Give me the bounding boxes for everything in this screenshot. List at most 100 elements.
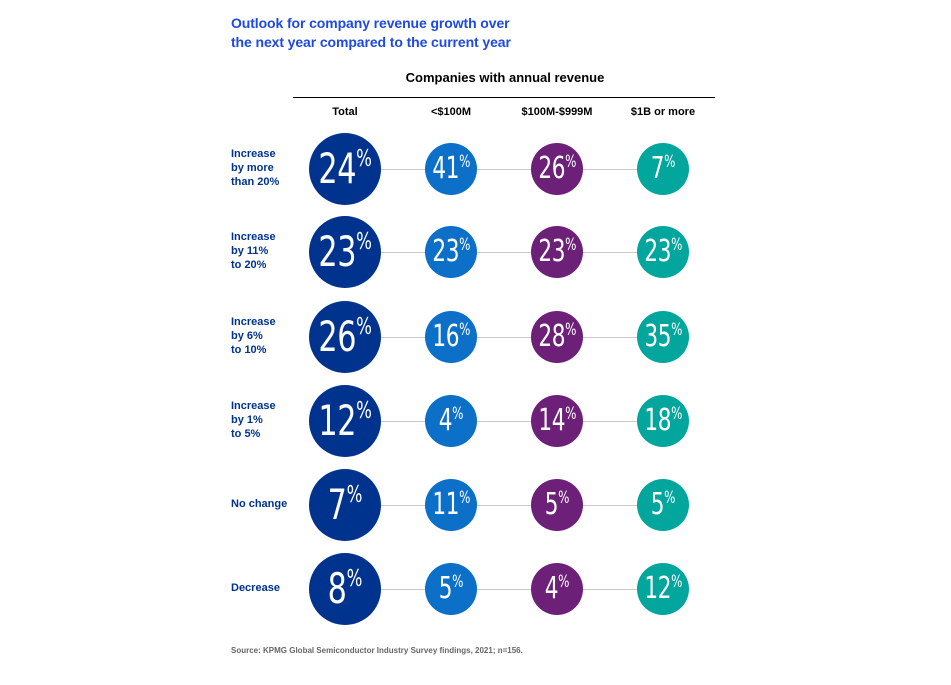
value-number: 16 bbox=[432, 319, 459, 354]
percent-sign: % bbox=[558, 572, 570, 592]
value-number: 5 bbox=[544, 487, 559, 522]
row-label-line: Decrease bbox=[231, 582, 280, 594]
value-bubble-under-100m: 41% bbox=[425, 143, 477, 195]
row-label-line: to 5% bbox=[231, 428, 261, 440]
value-bubble-1b-or-more: 23% bbox=[637, 226, 689, 278]
row-label: Decrease bbox=[231, 581, 311, 595]
value-number: 18 bbox=[644, 403, 671, 438]
value-number: 41 bbox=[432, 151, 459, 186]
percent-sign: % bbox=[356, 229, 372, 256]
percent-sign: % bbox=[356, 314, 372, 341]
value-number: 4 bbox=[438, 403, 453, 438]
row-connector-line bbox=[345, 252, 663, 253]
value-label: 35% bbox=[644, 322, 682, 352]
row-connector-line bbox=[345, 421, 663, 422]
row-label-line: by 6% bbox=[231, 330, 263, 342]
value-number: 24 bbox=[318, 144, 357, 193]
value-bubble-total: 8% bbox=[309, 553, 381, 625]
value-number: 28 bbox=[538, 319, 565, 354]
value-label: 12% bbox=[318, 396, 372, 445]
value-number: 23 bbox=[318, 227, 357, 276]
value-number: 26 bbox=[538, 151, 565, 186]
value-number: 26 bbox=[318, 312, 357, 361]
value-bubble-1b-or-more: 7% bbox=[637, 143, 689, 195]
value-label: 23% bbox=[318, 227, 372, 276]
column-header-1b-or-more: $1B or more bbox=[630, 106, 696, 118]
row-connector-line bbox=[345, 337, 663, 338]
value-number: 23 bbox=[432, 234, 459, 269]
value-number: 5 bbox=[650, 487, 665, 522]
percent-sign: % bbox=[558, 488, 570, 508]
column-header-under-100m: <$100M bbox=[430, 106, 472, 118]
row-label: Increase by 11% to 20% bbox=[231, 230, 311, 272]
value-label: 4% bbox=[544, 571, 570, 606]
percent-sign: % bbox=[670, 404, 682, 424]
row-label-line: Increase bbox=[231, 316, 276, 328]
row-connector-line bbox=[345, 169, 663, 170]
value-bubble-100m-999m: 14% bbox=[531, 395, 583, 447]
percent-sign: % bbox=[458, 235, 470, 255]
value-label: 11% bbox=[432, 490, 470, 520]
value-label: 26% bbox=[538, 154, 576, 184]
value-bubble-1b-or-more: 18% bbox=[637, 395, 689, 447]
value-bubble-under-100m: 4% bbox=[425, 395, 477, 447]
value-label: 16% bbox=[432, 322, 470, 352]
value-bubble-total: 7% bbox=[309, 469, 381, 541]
value-label: 5% bbox=[544, 487, 570, 522]
percent-sign: % bbox=[458, 152, 470, 172]
percent-sign: % bbox=[564, 404, 576, 424]
percent-sign: % bbox=[664, 152, 676, 172]
row-label: Increase by more than 20% bbox=[231, 147, 311, 189]
value-bubble-1b-or-more: 5% bbox=[637, 479, 689, 531]
row-connector-line bbox=[345, 589, 663, 590]
value-label: 4% bbox=[438, 403, 464, 438]
row-label-line: than 20% bbox=[231, 176, 280, 188]
percent-sign: % bbox=[670, 572, 682, 592]
value-label: 18% bbox=[644, 406, 682, 436]
value-number: 12 bbox=[644, 571, 671, 606]
value-number: 11 bbox=[432, 487, 459, 522]
value-bubble-1b-or-more: 12% bbox=[637, 563, 689, 615]
value-label: 8% bbox=[328, 568, 363, 610]
value-label: 5% bbox=[438, 571, 464, 606]
row-label-line: by 11% bbox=[231, 245, 269, 257]
value-number: 12 bbox=[318, 396, 357, 445]
value-label: 7% bbox=[328, 482, 363, 526]
value-bubble-under-100m: 16% bbox=[425, 311, 477, 363]
value-label: 28% bbox=[538, 322, 576, 352]
percent-sign: % bbox=[564, 235, 576, 255]
percent-sign: % bbox=[458, 320, 470, 340]
column-header-100m-999m: $100M-$999M bbox=[521, 106, 593, 118]
row-label-line: Increase bbox=[231, 400, 276, 412]
value-label: 7% bbox=[650, 151, 676, 186]
percent-sign: % bbox=[670, 320, 682, 340]
value-bubble-under-100m: 5% bbox=[425, 563, 477, 615]
row-label-line: Increase bbox=[231, 231, 276, 243]
value-label: 23% bbox=[644, 237, 682, 267]
row-label: No change bbox=[231, 497, 311, 511]
row-label-line: to 20% bbox=[231, 259, 267, 271]
column-group-heading: Companies with annual revenue bbox=[405, 70, 605, 85]
value-bubble-100m-999m: 4% bbox=[531, 563, 583, 615]
percent-sign: % bbox=[664, 488, 676, 508]
row-label: Increase by 6% to 10% bbox=[231, 315, 311, 357]
value-number: 7 bbox=[650, 151, 665, 186]
percent-sign: % bbox=[452, 572, 464, 592]
row-label-line: No change bbox=[231, 498, 288, 510]
value-bubble-100m-999m: 5% bbox=[531, 479, 583, 531]
value-bubble-under-100m: 23% bbox=[425, 226, 477, 278]
value-label: 41% bbox=[432, 154, 470, 184]
value-label: 23% bbox=[538, 237, 576, 267]
value-number: 5 bbox=[438, 571, 453, 606]
percent-sign: % bbox=[564, 320, 576, 340]
value-bubble-100m-999m: 28% bbox=[531, 311, 583, 363]
value-number: 4 bbox=[544, 571, 559, 606]
percent-sign: % bbox=[346, 482, 363, 509]
row-label-line: by more bbox=[231, 162, 274, 174]
column-group-rule bbox=[293, 97, 715, 98]
value-number: 14 bbox=[538, 403, 565, 438]
chart-title-line-1: Outlook for company revenue growth over bbox=[231, 15, 510, 31]
value-label: 24% bbox=[318, 144, 372, 193]
value-bubble-100m-999m: 23% bbox=[531, 226, 583, 278]
